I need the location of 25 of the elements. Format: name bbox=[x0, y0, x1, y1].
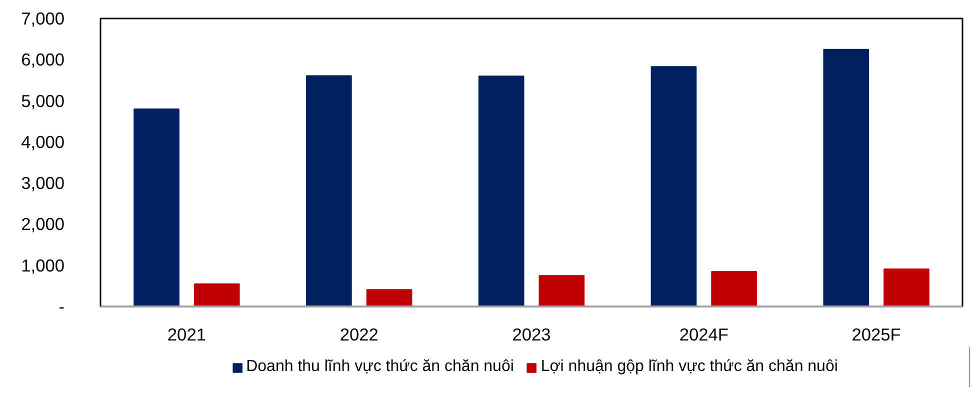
bar bbox=[884, 268, 930, 306]
bar bbox=[650, 66, 697, 306]
x-tick-label: 2023 bbox=[512, 324, 551, 344]
bar bbox=[366, 289, 412, 306]
x-tick-label: 2021 bbox=[167, 324, 206, 344]
y-tick-label: - bbox=[58, 296, 65, 316]
bar bbox=[134, 108, 180, 306]
bar bbox=[538, 275, 585, 306]
y-tick-label: 6,000 bbox=[21, 50, 65, 70]
bar bbox=[823, 48, 870, 306]
x-tick-label: 2022 bbox=[340, 324, 378, 344]
y-tick-label: 4,000 bbox=[21, 132, 65, 152]
y-tick-label: 7,000 bbox=[21, 8, 65, 28]
legend-label: Lợi nhuận gộp lĩnh vực thức ăn chăn nuôi bbox=[540, 358, 838, 376]
y-tick-label: 1,000 bbox=[21, 255, 65, 276]
x-tick-label: 2024F bbox=[679, 324, 728, 344]
bar bbox=[306, 75, 352, 306]
y-tick-label: 2,000 bbox=[21, 214, 65, 234]
bar bbox=[194, 283, 240, 306]
x-tick-label: 2025F bbox=[852, 324, 901, 344]
legend-label: Doanh thu lĩnh vực thức ăn chăn nuôi bbox=[246, 358, 514, 376]
y-tick-label: 3,000 bbox=[21, 173, 65, 194]
y-tick-label: 5,000 bbox=[21, 90, 65, 111]
bar bbox=[711, 271, 757, 306]
bar bbox=[478, 76, 524, 306]
